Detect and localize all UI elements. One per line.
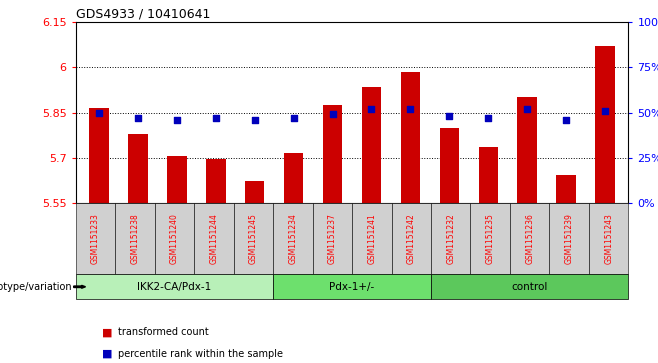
Text: genotype/variation: genotype/variation <box>0 282 72 292</box>
Text: GSM1151241: GSM1151241 <box>367 213 376 264</box>
Text: GSM1151242: GSM1151242 <box>407 213 416 264</box>
Text: GDS4933 / 10410641: GDS4933 / 10410641 <box>76 8 210 21</box>
Bar <box>517 97 537 203</box>
Bar <box>401 72 420 203</box>
Bar <box>440 128 459 203</box>
Text: ■: ■ <box>102 327 113 337</box>
Text: IKK2-CA/Pdx-1: IKK2-CA/Pdx-1 <box>138 282 211 292</box>
Point <box>93 110 104 115</box>
Bar <box>89 108 109 203</box>
Point <box>288 115 299 121</box>
Bar <box>478 147 498 203</box>
Point <box>444 113 455 119</box>
Bar <box>284 154 303 203</box>
Text: GSM1151239: GSM1151239 <box>565 213 574 264</box>
Text: GSM1151240: GSM1151240 <box>170 213 179 264</box>
Text: GSM1151235: GSM1151235 <box>486 213 495 264</box>
Point <box>327 111 338 117</box>
Point <box>249 117 260 123</box>
Point <box>600 108 611 114</box>
Text: GSM1151236: GSM1151236 <box>525 213 534 264</box>
Text: percentile rank within the sample: percentile rank within the sample <box>118 349 284 359</box>
Bar <box>128 134 147 203</box>
Bar <box>595 46 615 203</box>
Bar <box>245 181 265 203</box>
Text: GSM1151243: GSM1151243 <box>604 213 613 264</box>
Point <box>483 115 494 121</box>
Point <box>133 115 143 121</box>
Bar <box>362 87 381 203</box>
Text: GSM1151237: GSM1151237 <box>328 213 337 264</box>
Text: GSM1151232: GSM1151232 <box>446 213 455 264</box>
Text: transformed count: transformed count <box>118 327 209 337</box>
Text: ■: ■ <box>102 349 113 359</box>
Text: GSM1151245: GSM1151245 <box>249 213 258 264</box>
Point <box>522 106 532 112</box>
Text: GSM1151244: GSM1151244 <box>209 213 218 264</box>
Point <box>211 115 221 121</box>
Text: GSM1151233: GSM1151233 <box>91 213 100 264</box>
Point <box>405 106 416 112</box>
Bar <box>323 105 342 203</box>
Text: GSM1151238: GSM1151238 <box>130 213 139 264</box>
Bar <box>167 156 187 203</box>
Point <box>367 106 377 112</box>
Point <box>172 117 182 123</box>
Text: GSM1151234: GSM1151234 <box>288 213 297 264</box>
Bar <box>557 175 576 203</box>
Bar <box>206 159 226 203</box>
Text: control: control <box>511 282 548 292</box>
Text: Pdx-1+/-: Pdx-1+/- <box>330 282 374 292</box>
Point <box>561 117 571 123</box>
